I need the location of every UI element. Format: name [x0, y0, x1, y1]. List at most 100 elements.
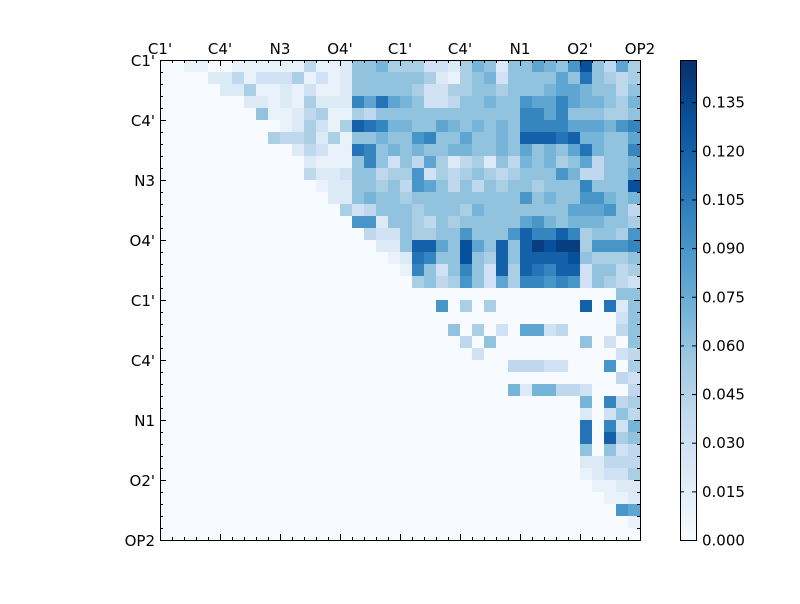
colorbar-tick-label: 0.135 [702, 94, 745, 112]
heatmap-cell [604, 288, 617, 301]
heatmap-cell [400, 504, 413, 517]
heatmap-cell [532, 264, 545, 277]
heatmap-cell [544, 456, 557, 469]
heatmap-cell [316, 180, 329, 193]
heatmap-cell [328, 468, 341, 481]
heatmap-cell [196, 504, 209, 517]
heatmap-cell [268, 300, 281, 313]
heatmap-cell [520, 348, 533, 361]
heatmap-cell [580, 300, 593, 313]
heatmap-cell [244, 72, 257, 85]
heatmap-cell [292, 96, 305, 109]
heatmap-cell [568, 156, 581, 169]
heatmap-cell [484, 360, 497, 373]
heatmap-cell [316, 420, 329, 433]
heatmap-cell [232, 372, 245, 385]
heatmap-cell [616, 144, 629, 157]
heatmap-cell [364, 120, 377, 133]
heatmap-cell [436, 528, 449, 541]
heatmap-cell [628, 144, 641, 157]
heatmap-cell [472, 300, 485, 313]
heatmap-cell [256, 420, 269, 433]
heatmap-cell [232, 120, 245, 133]
heatmap-cell [316, 516, 329, 529]
heatmap-cell [544, 204, 557, 217]
heatmap-cell [352, 324, 365, 337]
heatmap-cell [388, 312, 401, 325]
heatmap-cell [436, 156, 449, 169]
heatmap-cell [304, 444, 317, 457]
heatmap-cell [604, 156, 617, 169]
heatmap-cell [544, 384, 557, 397]
heatmap-cell [424, 456, 437, 469]
heatmap-cell [304, 132, 317, 145]
heatmap-cell [388, 156, 401, 169]
heatmap-cell [376, 516, 389, 529]
heatmap-cell [376, 528, 389, 541]
heatmap-cell [424, 156, 437, 169]
colorbar-tick-label: 0.105 [702, 191, 745, 209]
heatmap-cell [340, 456, 353, 469]
heatmap-cell [352, 492, 365, 505]
heatmap-cell [220, 264, 233, 277]
heatmap-cell [568, 492, 581, 505]
heatmap-cell [256, 336, 269, 349]
heatmap-cell [544, 132, 557, 145]
heatmap-cell [580, 360, 593, 373]
heatmap-cell [208, 420, 221, 433]
heatmap-cell [496, 168, 509, 181]
heatmap-cell [304, 84, 317, 97]
heatmap-cell [604, 492, 617, 505]
heatmap-cell [412, 396, 425, 409]
x-tick-label: C1' [388, 40, 412, 58]
heatmap-cell [328, 504, 341, 517]
heatmap-cell [268, 288, 281, 301]
heatmap-cell [340, 516, 353, 529]
heatmap-cell [556, 456, 569, 469]
heatmap-cell [328, 264, 341, 277]
heatmap-cell [244, 300, 257, 313]
heatmap-cell [544, 432, 557, 445]
heatmap-cell [412, 180, 425, 193]
heatmap-cell [544, 528, 557, 541]
heatmap-cell [628, 120, 641, 133]
heatmap-cell [172, 240, 185, 253]
heatmap-cell [460, 240, 473, 253]
heatmap-cell [436, 468, 449, 481]
heatmap-cell [628, 516, 641, 529]
heatmap-cell [616, 396, 629, 409]
heatmap-cell [292, 288, 305, 301]
heatmap-cell [460, 372, 473, 385]
heatmap-cell [160, 228, 173, 241]
heatmap-cell [160, 384, 173, 397]
heatmap-cell [340, 168, 353, 181]
heatmap-cell [160, 516, 173, 529]
heatmap-cell [340, 420, 353, 433]
heatmap-cell [556, 420, 569, 433]
heatmap-cell [448, 108, 461, 121]
heatmap-cell [484, 108, 497, 121]
heatmap-cell [484, 180, 497, 193]
heatmap-cell [328, 432, 341, 445]
heatmap-cell [616, 132, 629, 145]
heatmap-cell [484, 240, 497, 253]
heatmap-cell [496, 312, 509, 325]
heatmap-cell [244, 384, 257, 397]
heatmap-cell [232, 384, 245, 397]
heatmap-cell [532, 72, 545, 85]
heatmap-cell [520, 324, 533, 337]
heatmap-cell [232, 192, 245, 205]
heatmap-cell [568, 228, 581, 241]
heatmap-cell [532, 168, 545, 181]
heatmap-cell [496, 300, 509, 313]
heatmap-cell [196, 228, 209, 241]
heatmap-cell [520, 120, 533, 133]
heatmap-cell [484, 192, 497, 205]
heatmap-cell [160, 312, 173, 325]
heatmap-cell [256, 384, 269, 397]
heatmap-cell [520, 408, 533, 421]
heatmap-cell [208, 456, 221, 469]
heatmap-cell [520, 108, 533, 121]
heatmap-cell [484, 480, 497, 493]
heatmap-cell [592, 180, 605, 193]
